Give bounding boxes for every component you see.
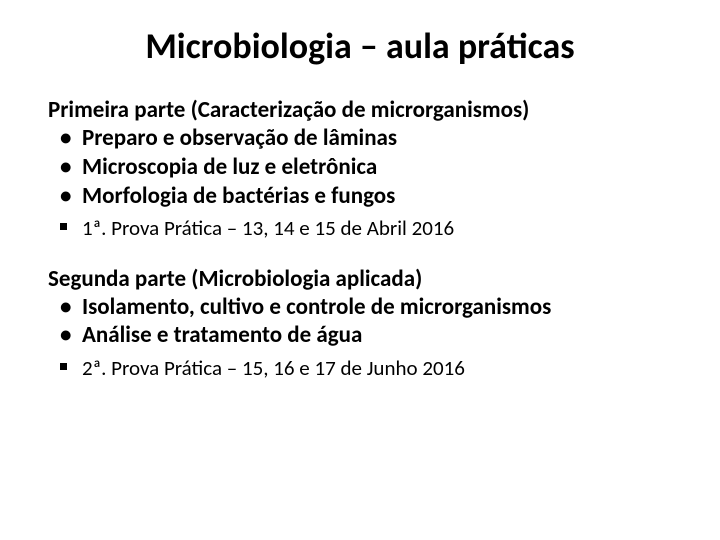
list-item: Morfologia de bactérias e fungos [48,182,672,211]
list-item: Microscopia de luz e eletrônica [48,153,672,182]
list-item: Preparo e observação de lâminas [48,124,672,153]
part2-exam-list: 2ª. Prova Prática – 15, 16 e 17 de Junho… [48,354,672,382]
part1-heading: Primeira parte (Caracterização de micror… [48,96,672,124]
exam-item: 1ª. Prova Prática – 13, 14 e 15 de Abril… [48,214,672,242]
list-item: Isolamento, cultivo e controle de micror… [48,293,672,322]
spacer [48,243,672,265]
part2-heading: Segunda parte (Microbiologia aplicada) [48,265,672,293]
slide-title: Microbiologia – aula práticas [48,24,672,68]
part2-bullets: Isolamento, cultivo e controle de micror… [48,293,672,351]
part1-bullets: Preparo e observação de lâminas Microsco… [48,124,672,210]
part1-exam-list: 1ª. Prova Prática – 13, 14 e 15 de Abril… [48,214,672,242]
slide: Microbiologia – aula práticas Primeira p… [0,0,720,540]
exam-item: 2ª. Prova Prática – 15, 16 e 17 de Junho… [48,354,672,382]
list-item: Análise e tratamento de água [48,321,672,350]
